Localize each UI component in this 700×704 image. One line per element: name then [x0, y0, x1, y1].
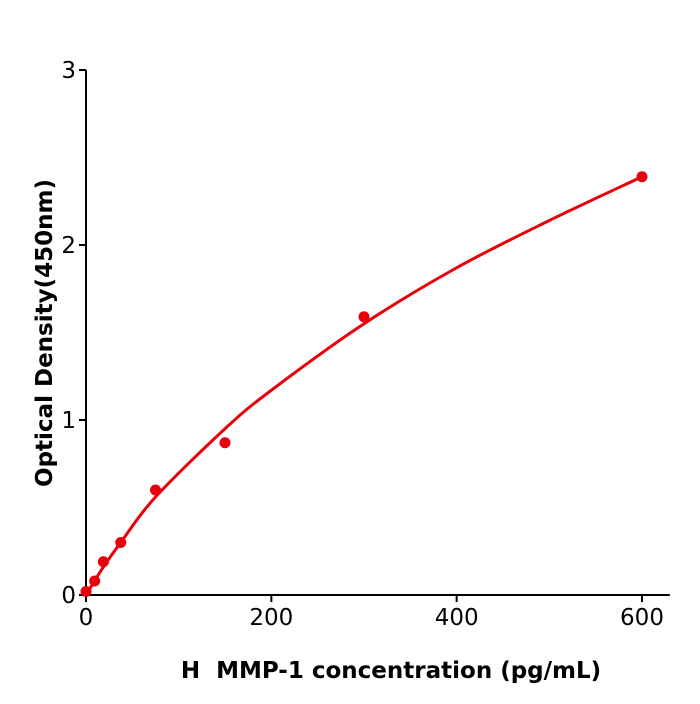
data-point — [89, 575, 101, 587]
x-tick-label: 0 — [79, 605, 94, 631]
data-point — [636, 171, 648, 183]
x-tick-label: 600 — [620, 605, 664, 631]
y-axis-label: Optical Density(450nm) — [32, 179, 58, 487]
y-tick-label: 0 — [61, 583, 76, 609]
x-axis-label: H MMP-1 concentration (pg/mL) — [181, 658, 601, 684]
axes: 0 200 400 600 0 1 2 3 — [61, 58, 670, 631]
y-tick-label: 2 — [61, 233, 76, 259]
data-point — [358, 311, 370, 323]
x-tick-label: 400 — [435, 605, 479, 631]
data-point — [150, 484, 161, 496]
data-points — [80, 171, 648, 597]
data-point — [115, 537, 127, 548]
data-point — [80, 586, 92, 597]
data-point — [219, 437, 231, 449]
data-point — [97, 556, 109, 568]
fit-curve-line — [84, 175, 643, 596]
x-tick-label: 200 — [249, 605, 293, 631]
y-tick-label: 1 — [61, 408, 76, 434]
y-tick-label: 3 — [61, 58, 76, 84]
